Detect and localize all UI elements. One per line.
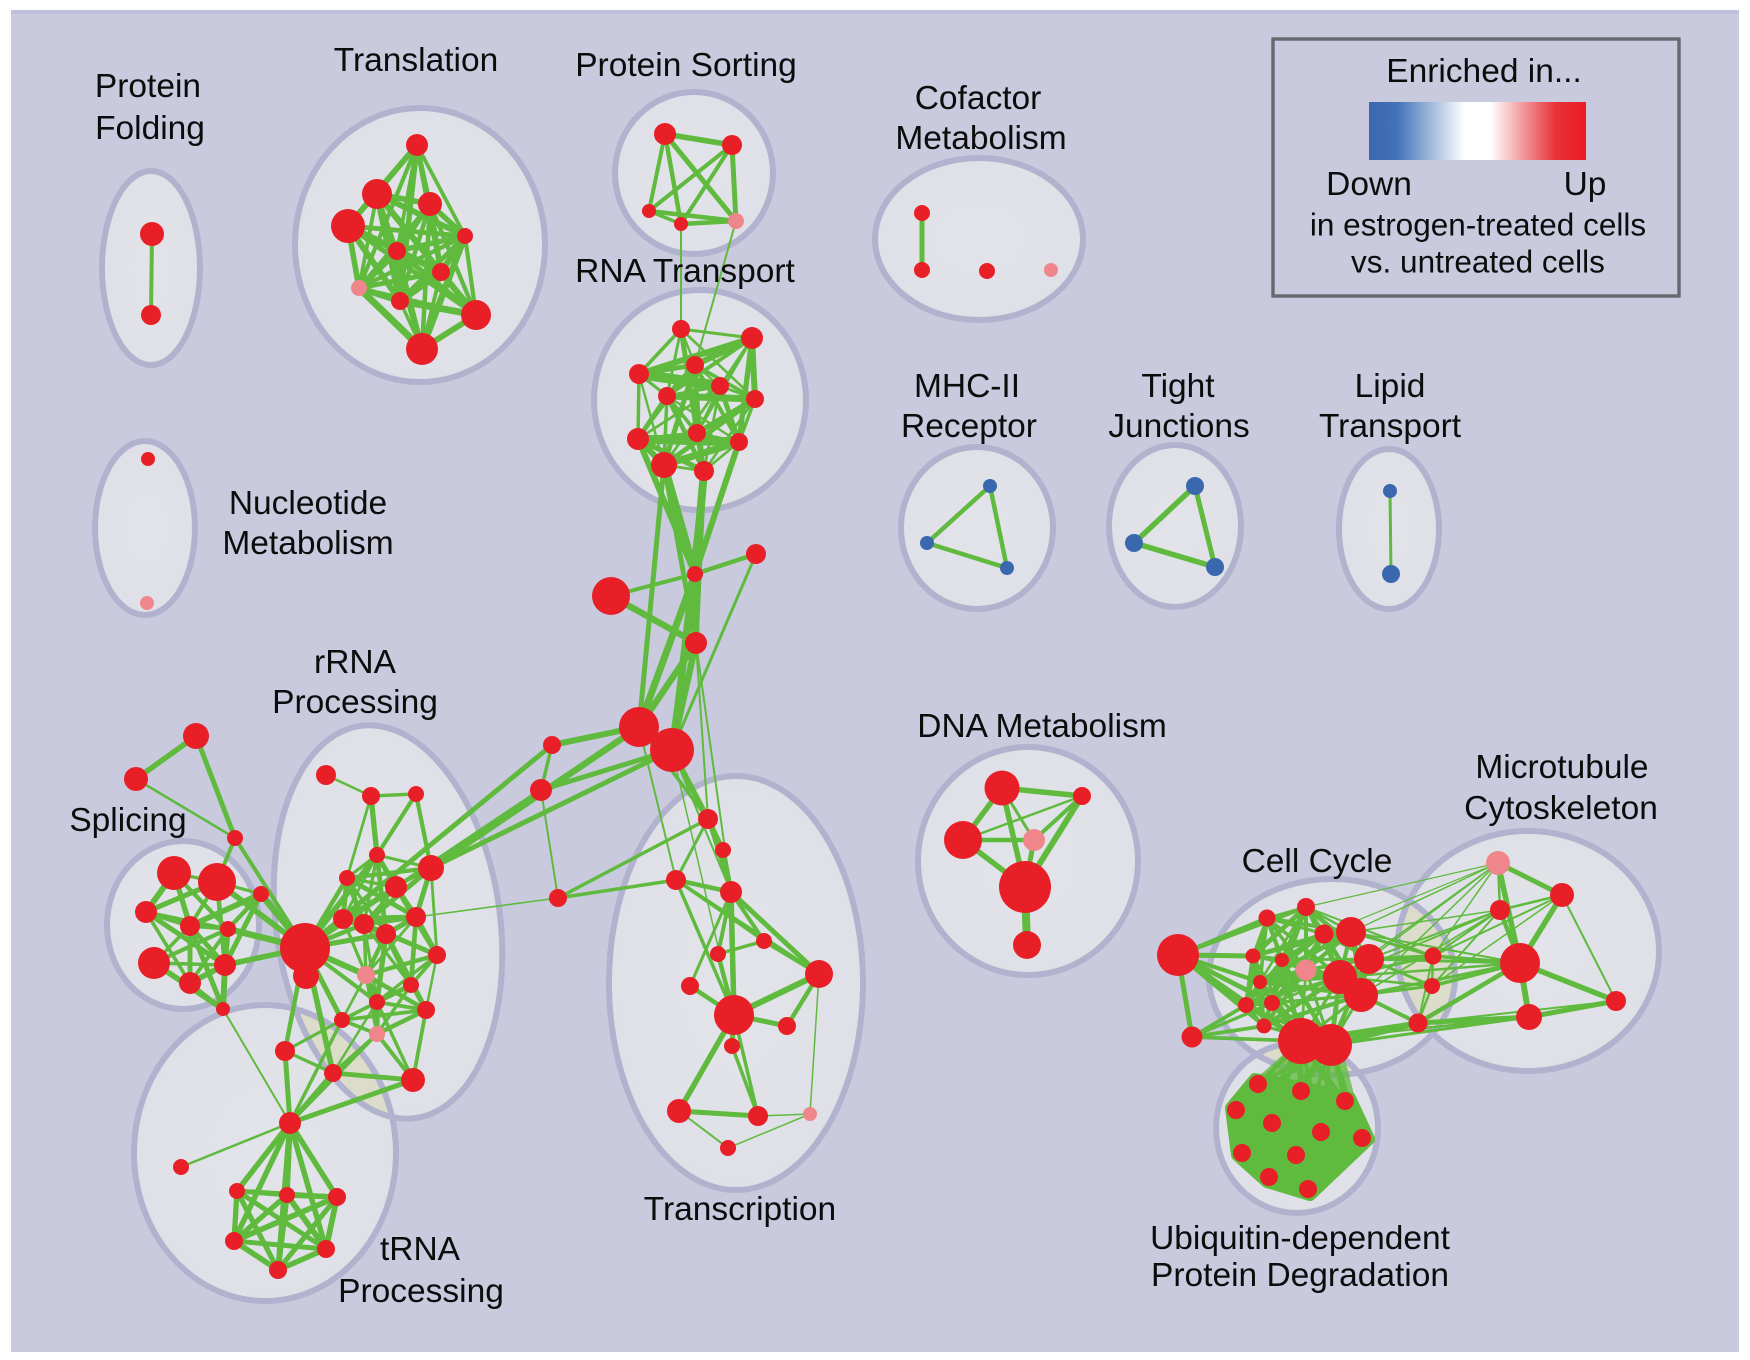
svg-text:MHC-II: MHC-II	[914, 368, 1020, 405]
svg-text:Nucleotide: Nucleotide	[229, 485, 387, 522]
svg-text:in estrogen-treated cells: in estrogen-treated cells	[1310, 206, 1646, 242]
svg-text:RNA Transport: RNA Transport	[575, 253, 795, 290]
svg-text:Microtubule: Microtubule	[1475, 749, 1648, 786]
svg-text:Lipid: Lipid	[1355, 368, 1426, 405]
svg-text:Folding: Folding	[95, 110, 205, 147]
svg-text:Protein Degradation: Protein Degradation	[1151, 1257, 1449, 1294]
svg-text:Cytoskeleton: Cytoskeleton	[1464, 790, 1658, 827]
svg-text:vs. untreated cells: vs. untreated cells	[1351, 243, 1605, 279]
svg-text:Transport: Transport	[1319, 408, 1462, 445]
svg-text:Transcription: Transcription	[644, 1191, 836, 1228]
svg-text:Protein Sorting: Protein Sorting	[575, 47, 797, 84]
svg-text:Protein: Protein	[95, 68, 201, 105]
svg-text:Processing: Processing	[272, 684, 438, 721]
svg-text:DNA Metabolism: DNA Metabolism	[917, 708, 1166, 745]
svg-text:Translation: Translation	[334, 42, 498, 79]
svg-text:Splicing: Splicing	[69, 802, 186, 839]
svg-text:Cell Cycle: Cell Cycle	[1242, 843, 1393, 880]
svg-text:Metabolism: Metabolism	[895, 120, 1066, 157]
svg-text:rRNA: rRNA	[314, 644, 397, 681]
svg-text:Junctions: Junctions	[1108, 408, 1250, 445]
svg-text:Cofactor: Cofactor	[915, 80, 1042, 117]
svg-text:Metabolism: Metabolism	[222, 525, 393, 562]
svg-text:tRNA: tRNA	[380, 1231, 461, 1268]
svg-text:Ubiquitin-dependent: Ubiquitin-dependent	[1150, 1220, 1451, 1257]
svg-text:Processing: Processing	[338, 1273, 504, 1310]
svg-text:Down: Down	[1326, 166, 1412, 203]
svg-text:Enriched in...: Enriched in...	[1386, 53, 1582, 90]
svg-text:Tight: Tight	[1141, 368, 1215, 405]
svg-text:Up: Up	[1564, 166, 1607, 203]
svg-text:Receptor: Receptor	[901, 408, 1037, 445]
